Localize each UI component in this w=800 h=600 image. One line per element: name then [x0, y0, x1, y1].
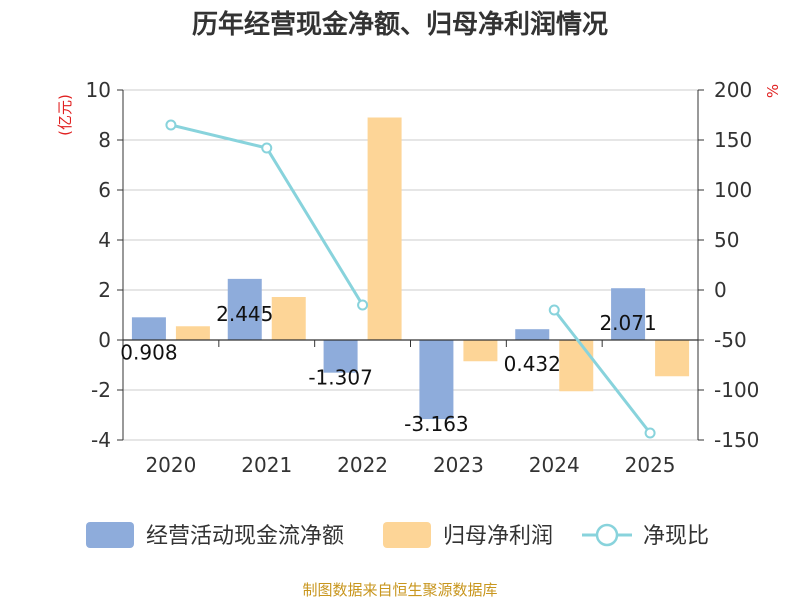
right-axis-tick-label: -100	[714, 378, 759, 402]
line-point-net-cash-ratio	[644, 427, 656, 439]
bar-net-profit	[175, 326, 210, 340]
legend-swatch-net-profit	[383, 522, 431, 548]
bar-net-profit	[655, 340, 690, 377]
x-axis-tick-label: 2022	[337, 453, 388, 477]
left-axis-tick-label: 8	[98, 128, 111, 152]
right-axis-tick-label: -150	[714, 428, 759, 452]
right-axis-unit: %	[764, 84, 782, 98]
line-net-cash-ratio	[553, 309, 652, 434]
left-axis-tick-label: 2	[98, 278, 111, 302]
left-axis-tick-label: 4	[98, 228, 111, 252]
line-point-net-cash-ratio	[357, 299, 369, 311]
bar-net-profit	[271, 297, 306, 340]
left-axis-tick-label: 0	[98, 328, 111, 352]
gridlines	[123, 89, 698, 441]
x-axis-tick-label: 2020	[145, 453, 196, 477]
data-label-cash-flow: 2.071	[599, 311, 656, 335]
legend-label-cash-flow: 经营活动现金流净额	[146, 524, 344, 549]
data-label-cash-flow: 0.432	[504, 352, 561, 376]
line-layer	[165, 119, 656, 439]
left-axis-tick-label: 6	[98, 178, 111, 202]
left-axis-tick-label: -4	[91, 428, 111, 452]
legend-label-net-profit: 归母净利润	[443, 524, 553, 549]
right-axis-tick-label: 0	[714, 278, 727, 302]
left-axis-unit: (亿元)	[56, 94, 74, 136]
data-label-cash-flow: 0.908	[120, 340, 177, 364]
bar-net-profit	[463, 340, 498, 362]
line-point-net-cash-ratio	[548, 304, 560, 316]
bar-cash-flow	[131, 317, 166, 340]
bar-net-profit	[367, 117, 402, 340]
bar-cash-flow	[515, 329, 550, 340]
left-axis-tick-label: 10	[86, 78, 111, 102]
right-axis-tick-label: 150	[714, 128, 752, 152]
x-axis-tick-label: 2025	[625, 453, 676, 477]
legend: 经营活动现金流净额 归母净利润 净现比	[86, 522, 709, 549]
legend-marker-net-cash-ratio	[595, 523, 619, 547]
chart-title: 历年经营现金净额、归母净利润情况	[192, 9, 608, 40]
x-axis-tick-label: 2023	[433, 453, 484, 477]
legend-label-net-cash-ratio: 净现比	[643, 524, 709, 549]
data-label-cash-flow: -1.307	[308, 366, 372, 390]
right-axis-tick-label: 100	[714, 178, 752, 202]
line-point-net-cash-ratio	[165, 119, 177, 131]
line-point-net-cash-ratio	[261, 142, 273, 154]
right-axis-tick-label: 50	[714, 228, 739, 252]
bar-cash-flow	[227, 278, 262, 340]
bars-layer	[131, 117, 690, 420]
left-axis-tick-label: -2	[91, 378, 111, 402]
bar-cash-flow	[419, 340, 454, 420]
x-axis-tick-label: 2021	[241, 453, 292, 477]
bar-net-profit	[559, 340, 594, 392]
data-label-cash-flow: -3.163	[404, 412, 468, 436]
data-labels-layer: 0.908 2.445 -1.307 -3.163 0.432 2.071	[120, 302, 656, 436]
legend-swatch-cash-flow	[86, 522, 134, 548]
data-label-cash-flow: 2.445	[216, 302, 273, 326]
x-axis-tick-label: 2024	[529, 453, 580, 477]
right-axis-tick-label: 200	[714, 78, 752, 102]
bar-cash-flow	[323, 340, 358, 373]
right-axis-tick-label: -50	[714, 328, 747, 352]
source-note: 制图数据来自恒生聚源数据库	[302, 581, 497, 599]
axes-layer: -4 -2 0 2 4 6 8 10 -150 -100 -50 0 50 100 150 200 2020 20…	[86, 78, 760, 477]
bar-cash-flow	[611, 288, 646, 340]
